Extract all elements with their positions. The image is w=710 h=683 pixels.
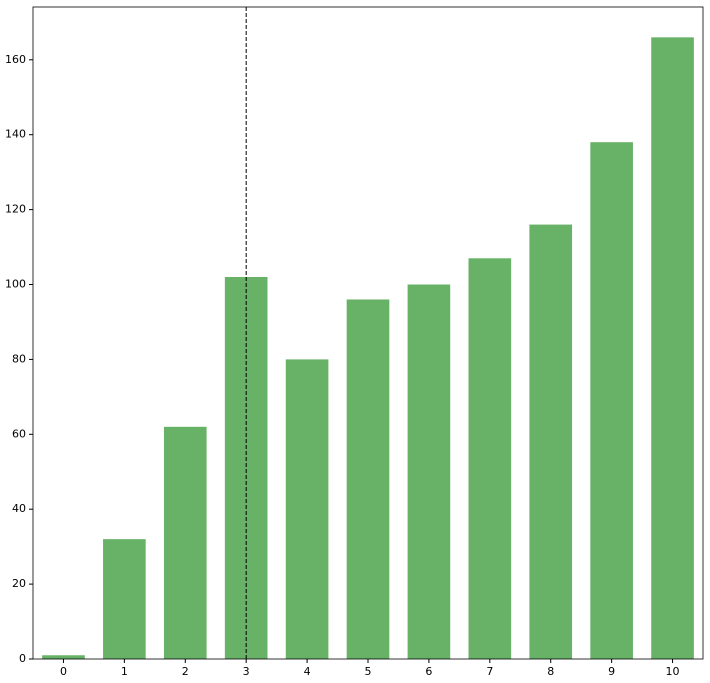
plot-frame (32, 6, 704, 660)
bar (285, 359, 329, 659)
bar (529, 224, 573, 659)
x-tick-label: 5 (365, 665, 372, 678)
x-tick-label: 1 (121, 665, 128, 678)
y-tick-label: 60 (12, 427, 26, 440)
x-tick-label: 7 (486, 665, 493, 678)
bar (346, 299, 390, 659)
bar (407, 284, 451, 659)
x-tick-label: 8 (547, 665, 554, 678)
x-tick-label: 10 (666, 665, 680, 678)
x-tick-label: 3 (243, 665, 250, 678)
y-tick-label: 0 (19, 652, 26, 665)
x-tick-label: 9 (608, 665, 615, 678)
y-tick-label: 100 (5, 278, 26, 291)
x-tick-label: 2 (182, 665, 189, 678)
y-tick-label: 140 (5, 128, 26, 141)
y-tick-label: 120 (5, 203, 26, 216)
y-tick-label: 20 (12, 577, 26, 590)
y-tick-label: 40 (12, 502, 26, 515)
bar (163, 426, 207, 659)
bar (651, 37, 694, 659)
bar (42, 655, 85, 659)
x-tick-label: 6 (425, 665, 432, 678)
bar (590, 142, 633, 659)
bar (468, 258, 512, 659)
y-tick-label: 160 (5, 53, 26, 66)
x-tick-label: 0 (60, 665, 67, 678)
bar (103, 539, 146, 659)
x-tick-label: 4 (304, 665, 311, 678)
y-tick-label: 80 (12, 352, 26, 365)
